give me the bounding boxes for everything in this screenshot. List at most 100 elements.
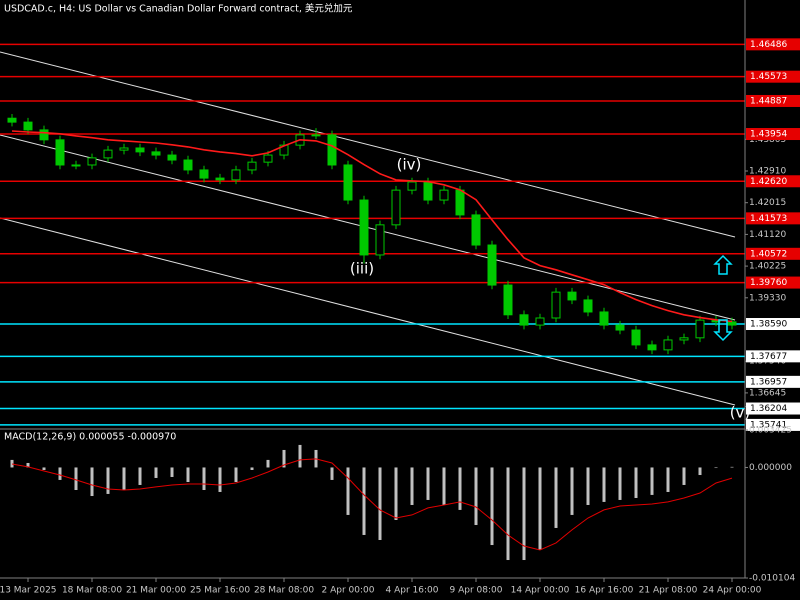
histogram-bar — [586, 467, 590, 505]
histogram-bar — [362, 467, 366, 535]
y-tick-label: 1.40225 — [749, 262, 786, 272]
x-tick-label: 28 Mar 08:00 — [254, 586, 314, 596]
histogram-bar — [490, 467, 494, 546]
histogram-bar — [154, 467, 158, 478]
level-label-box — [746, 318, 800, 331]
x-tick-label: 13 Mar 2025 — [0, 586, 57, 596]
candle-body — [183, 159, 193, 171]
level-label-box — [746, 175, 800, 188]
candle-body — [519, 314, 529, 326]
candle-body — [103, 149, 113, 159]
candle-body — [647, 344, 657, 351]
candle-body — [631, 329, 641, 346]
level-label-box — [746, 128, 800, 141]
candle-body — [439, 189, 449, 201]
x-tick-label: 2 Apr 00:00 — [322, 586, 375, 596]
candle-body — [455, 189, 465, 216]
level-label: 1.38590 — [750, 320, 787, 330]
down-arrow — [713, 319, 733, 342]
candle-body — [215, 177, 225, 181]
histogram-bar — [602, 467, 606, 502]
candle-body — [695, 319, 705, 339]
level-label-box — [746, 375, 800, 388]
histogram-bar — [90, 467, 94, 497]
candle-body — [359, 199, 369, 256]
level-label: 1.45573 — [750, 72, 787, 82]
wave-label: (v) — [730, 404, 751, 422]
histogram-bar — [682, 467, 686, 485]
histogram-bar — [26, 462, 30, 468]
histogram-bar — [458, 467, 462, 510]
moving-average — [11, 130, 733, 323]
candle-body — [39, 129, 49, 141]
candle-body — [327, 134, 337, 166]
signal-line — [11, 458, 733, 551]
x-tick-label: 9 Apr 08:00 — [450, 586, 503, 596]
y-tick-label: 0.003425 — [749, 426, 792, 436]
channel-line — [0, 51, 736, 238]
candle-body — [23, 121, 33, 131]
level-label-box — [746, 212, 800, 225]
candle-body — [263, 154, 273, 163]
up-arrow — [713, 254, 733, 275]
level-label: 1.35741 — [750, 420, 787, 430]
histogram-bar — [202, 467, 206, 491]
level-label: 1.42620 — [750, 177, 787, 187]
histogram-bar — [282, 449, 286, 468]
candle-body — [167, 154, 177, 161]
histogram-bar — [106, 467, 110, 494]
candle-body — [503, 284, 513, 316]
histogram-bar — [346, 467, 350, 515]
y-tick-label: 1.36645 — [749, 388, 786, 398]
candle-body — [423, 181, 433, 201]
histogram-bar — [186, 467, 190, 483]
candle-body — [471, 214, 481, 246]
indicator-title: MACD(12,26,9) 0.000055 -0.000970 — [4, 432, 176, 443]
histogram-bar — [442, 467, 446, 505]
histogram-bar — [666, 467, 670, 492]
y-tick-label: 0.000000 — [749, 463, 792, 473]
level-label: 1.41573 — [750, 214, 787, 224]
candle-body — [135, 147, 145, 153]
histogram-bar — [58, 467, 62, 480]
x-tick-label: 18 Mar 08:00 — [62, 586, 122, 596]
histogram-bar — [298, 444, 302, 468]
candle-body — [679, 337, 689, 341]
histogram-bar — [378, 467, 382, 540]
candle-body — [551, 291, 561, 319]
histogram-bar — [538, 467, 542, 550]
candle-body — [727, 321, 737, 326]
histogram-bar — [506, 467, 510, 561]
level-label-box — [746, 38, 800, 51]
histogram-bar — [522, 467, 526, 561]
histogram-bar — [570, 467, 574, 515]
level-label-box — [746, 276, 800, 289]
x-tick-label: 16 Apr 16:00 — [575, 586, 634, 596]
x-tick-label: 24 Apr 00:00 — [703, 586, 762, 596]
candle-body — [375, 224, 385, 256]
candle-body — [71, 164, 81, 167]
histogram-bar — [218, 467, 222, 492]
histogram-bar — [234, 467, 238, 483]
candle-body — [247, 161, 257, 171]
histogram-bar — [170, 467, 174, 477]
histogram-bar — [618, 467, 622, 500]
candle-body — [391, 189, 401, 226]
histogram-bar — [714, 467, 718, 469]
candle-body — [583, 299, 593, 313]
y-tick-label: -0.010104 — [749, 574, 795, 584]
level-label-box — [746, 247, 800, 260]
wave-label: (iii) — [350, 260, 374, 278]
histogram-bar — [698, 467, 702, 476]
level-label-box — [746, 402, 800, 415]
y-tick-label: 1.42910 — [749, 167, 786, 177]
candle-body — [567, 291, 577, 301]
histogram-bar — [650, 467, 654, 495]
candle-body — [87, 157, 97, 166]
histogram-bar — [266, 459, 270, 468]
histogram-bar — [474, 467, 478, 526]
candle-body — [231, 169, 241, 181]
channel-line — [0, 217, 736, 406]
candle-body — [311, 134, 321, 137]
